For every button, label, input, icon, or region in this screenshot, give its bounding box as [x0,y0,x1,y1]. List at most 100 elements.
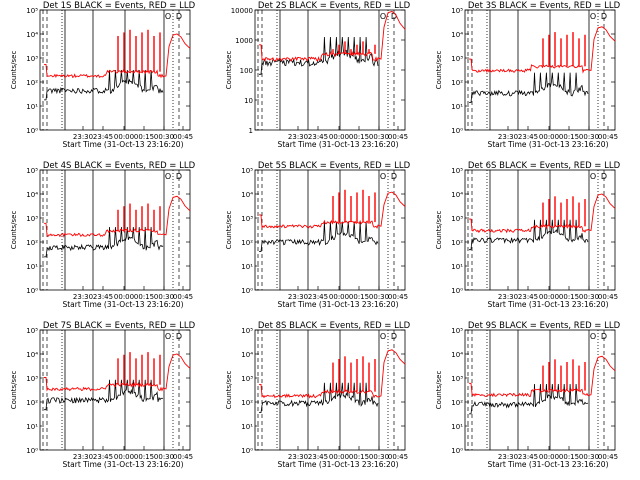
y-tick-label: 10⁴ [241,351,253,359]
x-tick-label: 00:30 [154,453,174,461]
plot-frame [39,169,191,291]
x-tick-label: 23:45 [518,293,538,301]
series-line-events [469,72,589,103]
x-tick-label: 23:30 [73,293,93,301]
y-axis-label: Counts/sec [10,211,18,250]
y-tick-label: 10² [451,239,463,247]
x-tick-label: 23:30 [288,293,308,301]
x-tick-label: 00:30 [369,453,389,461]
series-line-events [44,69,164,101]
y-tick-label: 10⁵ [26,167,38,175]
x-tick-label: 00:15 [559,293,579,301]
x-tick-label: 00:30 [579,453,599,461]
x-tick-label: 00:30 [369,133,389,141]
y-tick-label: 10² [26,399,38,407]
marker-label-d: D [176,332,182,341]
y-tick-label: 10² [451,79,463,87]
x-tick-label: 00:45 [598,453,618,461]
x-tick-label: 23:30 [498,453,518,461]
y-tick-label: 10⁵ [241,327,253,335]
x-tick-label: 00:00 [114,453,134,461]
marker-label-d: D [391,332,397,341]
y-tick-label: 10¹ [451,263,463,271]
y-tick-label: 10⁰ [26,287,38,295]
x-tick-label: 00:00 [329,453,349,461]
y-tick-label: 10⁴ [451,191,463,199]
plot-frame [254,329,406,451]
series-line-events [44,226,164,258]
y-tick-label: 100 [240,67,253,75]
series-line-lld [469,26,616,74]
marker-label-d: D [391,12,397,21]
plot-frame [254,169,406,291]
x-tick-label: 00:45 [173,293,193,301]
x-tick-label: 23:30 [73,133,93,141]
chart-panel-4: Det 4S BLACK = Events, RED = LLD 10⁰ 10¹ 10… [10,161,196,309]
y-tick-label: 10¹ [26,103,38,111]
plot-frame [39,9,191,131]
x-axis-label: Start Time (31-Oct-13 23:16:20) [277,140,398,149]
x-axis-label: Start Time (31-Oct-13 23:16:20) [277,300,398,309]
chart-panel-6: Det 6S BLACK = Events, RED = LLD 10⁰ 10¹ 10… [435,161,621,309]
x-axis-label: Start Time (31-Oct-13 23:16:20) [277,460,398,469]
y-tick-label: 10³ [26,375,38,383]
y-axis-label: Counts/sec [225,211,233,250]
x-tick-label: 00:00 [539,453,559,461]
chart-panel-9: Det 9S BLACK = Events, RED = LLD 10⁰ 10¹ 10… [435,321,621,469]
y-tick-label: 10⁴ [241,191,253,199]
y-tick-label: 1 [249,127,253,135]
x-tick-label: 00:30 [154,133,174,141]
x-tick-label: 00:30 [154,293,174,301]
chart-panel-3: Det 3S BLACK = Events, RED = LLD 10⁰ 10¹ 10… [435,1,621,149]
y-tick-label: 10⁵ [451,7,463,15]
chart-panel-7: Det 7S BLACK = Events, RED = LLD 10⁰ 10¹ 10… [10,321,196,469]
series-line-events [259,36,379,75]
y-tick-label: 10⁰ [241,287,253,295]
y-tick-label: 10² [26,79,38,87]
series-line-lld [469,355,616,398]
y-tick-label: 10⁵ [241,167,253,175]
marker-label-d: D [601,332,607,341]
y-tick-label: 10⁴ [451,31,463,39]
x-tick-label: 00:00 [539,293,559,301]
marker-label-o: O [165,172,171,181]
y-tick-label: 10³ [451,215,463,223]
y-axis-label: Counts/sec [225,51,233,90]
y-axis-label: Counts/sec [10,371,18,410]
series-line-lld [44,353,191,392]
y-tick-label: 10¹ [241,263,253,271]
series-line-events [259,221,379,253]
y-tick-label: 10⁵ [26,327,38,335]
y-tick-label: 10⁴ [26,351,38,359]
marker-label-o: O [590,172,596,181]
marker-label-d: D [601,172,607,181]
marker-label-o: O [165,12,171,21]
y-tick-label: 10⁰ [26,447,38,455]
x-tick-label: 00:45 [388,453,408,461]
y-tick-label: 10⁴ [451,351,463,359]
marker-label-o: O [165,332,171,341]
y-tick-label: 10³ [451,55,463,63]
x-tick-label: 00:00 [329,293,349,301]
y-tick-label: 10⁰ [26,127,38,135]
x-tick-label: 23:30 [498,293,518,301]
y-tick-label: 1000 [235,37,253,45]
marker-label-o: O [380,332,386,341]
x-tick-label: 23:45 [93,453,113,461]
y-tick-label: 10³ [26,55,38,63]
x-tick-label: 00:45 [598,133,618,141]
plot-frame [254,9,406,131]
chart-title: Det 6S BLACK = Events, RED = LLD [468,161,621,171]
plot-frame [39,329,191,451]
x-tick-label: 00:15 [349,453,369,461]
y-tick-label: 10⁵ [451,327,463,335]
y-tick-label: 10³ [241,215,253,223]
y-tick-label: 10⁵ [451,167,463,175]
chart-panel-2: Det 2S BLACK = Events, RED = LLD 1 10 100 10… [225,1,411,149]
marker-label-o: O [380,172,386,181]
plot-frame [464,329,616,451]
x-tick-label: 00:30 [579,133,599,141]
x-tick-label: 00:00 [539,133,559,141]
y-axis-label: Counts/sec [10,51,18,90]
